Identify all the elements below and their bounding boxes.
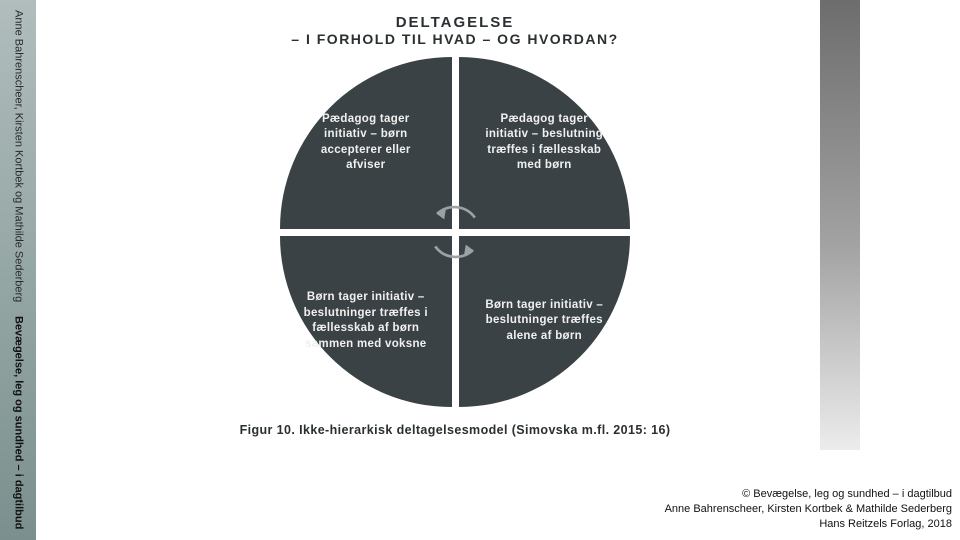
participation-figure: DELTAGELSE – I FORHOLD TIL HVAD – OG HVO… [220,14,690,437]
decorative-gradient-bar [820,0,860,450]
credit-line-2: Anne Bahrenscheer, Kirsten Kortbek & Mat… [665,502,952,517]
quadrant-circle: Pædagog tager initiativ – børn acceptere… [280,57,630,407]
figure-title-line1: DELTAGELSE [220,14,690,31]
spine-title: Bevægelse, leg og sundhed – i dagtilbud [11,316,24,529]
spine-authors: Anne Bahrenscheer, Kirsten Kortbek og Ma… [11,10,24,302]
credit-line-3: Hans Reitzels Forlag, 2018 [665,517,952,532]
figure-title-line2: – I FORHOLD TIL HVAD – OG HVORDAN? [220,31,690,47]
book-spine: Anne Bahrenscheer, Kirsten Kortbek og Ma… [0,0,36,540]
cycle-arrows-icon [410,187,500,277]
slide: Anne Bahrenscheer, Kirsten Kortbek og Ma… [0,0,960,540]
footer-credit: © Bevægelse, leg og sundhed – i dagtilbu… [665,487,952,532]
figure-caption: Figur 10. Ikke-hierarkisk deltagelsesmod… [220,423,690,437]
credit-line-1: © Bevægelse, leg og sundhed – i dagtilbu… [665,487,952,502]
